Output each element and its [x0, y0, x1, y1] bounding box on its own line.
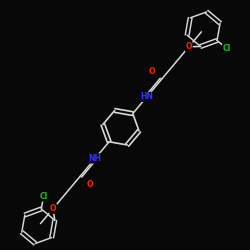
- Text: O: O: [186, 42, 192, 51]
- Text: O: O: [50, 204, 56, 213]
- Text: HN: HN: [140, 92, 153, 102]
- Text: O: O: [87, 180, 93, 189]
- Text: Cl: Cl: [223, 44, 231, 53]
- Text: Cl: Cl: [40, 192, 48, 201]
- Text: O: O: [148, 67, 155, 76]
- Text: NH: NH: [88, 154, 102, 163]
